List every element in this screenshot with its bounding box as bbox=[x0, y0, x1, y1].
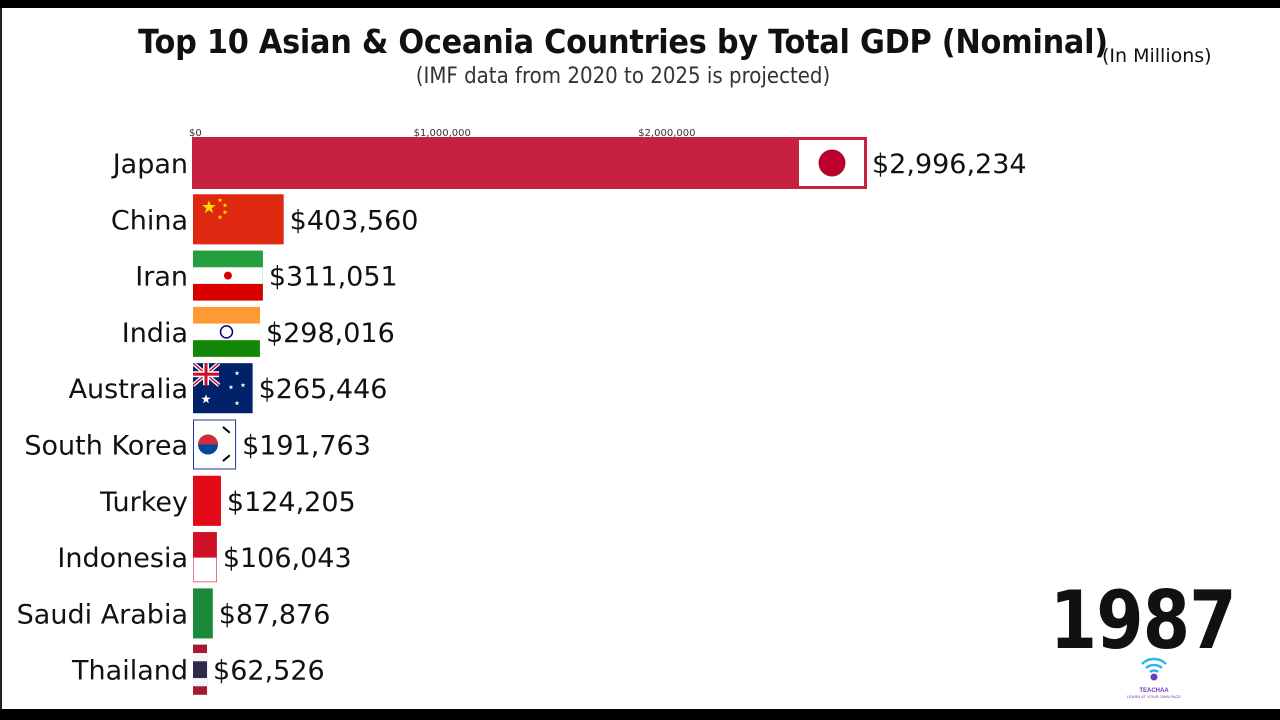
value-label: $124,205 bbox=[227, 487, 356, 518]
value-label: $2,996,234 bbox=[872, 149, 1027, 180]
value-label: $265,446 bbox=[259, 374, 388, 405]
category-label: Australia bbox=[69, 374, 188, 405]
category-label: China bbox=[111, 205, 188, 236]
china-flag-icon bbox=[193, 194, 284, 245]
logo-tagline: LEARN AT YOUR OWN PACE bbox=[1126, 694, 1182, 699]
category-label: Japan bbox=[111, 149, 188, 180]
value-label: $62,526 bbox=[213, 656, 325, 687]
x-tick-label: $1,000,000 bbox=[414, 128, 471, 139]
year-counter: 1987 bbox=[1050, 574, 1237, 667]
australia-flag-icon bbox=[193, 363, 253, 414]
category-label: Turkey bbox=[99, 487, 188, 518]
bar-row: Iran $311,051 bbox=[135, 250, 398, 301]
bar-row: India $298,016 bbox=[122, 306, 395, 357]
category-label: Indonesia bbox=[57, 543, 188, 574]
bar-row: Thailand $62,526 bbox=[71, 644, 325, 695]
japan-flag-icon bbox=[798, 140, 864, 186]
south-korea-flag-icon bbox=[193, 419, 237, 470]
india-flag-icon bbox=[193, 306, 260, 357]
bar bbox=[192, 137, 867, 189]
teachaa-logo: TEACHAA LEARN AT YOUR OWN PACE bbox=[1118, 653, 1190, 703]
bar-row: Japan $2,996,234 bbox=[111, 137, 1027, 189]
category-label: South Korea bbox=[24, 431, 188, 462]
bar-row: Australia $265,446 bbox=[69, 363, 388, 414]
chart-title: Top 10 Asian & Oceania Countries by Tota… bbox=[138, 22, 1108, 61]
frame-edge bbox=[0, 8, 2, 709]
thailand-flag-icon bbox=[193, 644, 208, 695]
turkey-flag-icon bbox=[193, 475, 221, 526]
chart-canvas: Top 10 Asian & Oceania Countries by Tota… bbox=[0, 8, 1280, 709]
x-tick-label: $2,000,000 bbox=[638, 128, 695, 139]
bar-row: Indonesia $106,043 bbox=[57, 532, 352, 583]
bar-row: China $403,560 bbox=[111, 194, 419, 245]
chart-subtitle: (IMF data from 2020 to 2025 is projected… bbox=[415, 64, 831, 89]
value-label: $87,876 bbox=[219, 599, 331, 630]
value-label: $403,560 bbox=[290, 205, 419, 236]
value-label: $191,763 bbox=[242, 431, 371, 462]
category-label: India bbox=[122, 318, 188, 349]
bar-row: South Korea $191,763 bbox=[24, 419, 371, 470]
value-label: $311,051 bbox=[269, 262, 398, 293]
bars-group: Japan $2,996,234 China $403,560 Iran $311,051… bbox=[17, 137, 1027, 695]
bar-row: Turkey $124,205 bbox=[99, 475, 356, 526]
iran-flag-icon bbox=[193, 250, 263, 301]
value-label: $106,043 bbox=[223, 543, 352, 574]
category-label: Iran bbox=[135, 262, 188, 293]
saudi-arabia-flag-icon bbox=[193, 588, 213, 639]
bar-row: Saudi Arabia $87,876 bbox=[17, 588, 331, 639]
bar-chart: $0 $1,000,000 $2,000,000 Japan $2,996,234 Ch… bbox=[17, 128, 1027, 695]
indonesia-flag-icon bbox=[193, 532, 217, 583]
units-label: (In Millions) bbox=[1102, 45, 1212, 67]
wifi-icon bbox=[1141, 657, 1167, 681]
value-label: $298,016 bbox=[266, 318, 395, 349]
category-label: Saudi Arabia bbox=[17, 599, 188, 630]
category-label: Thailand bbox=[71, 656, 188, 687]
logo-name: TEACHAA bbox=[1139, 688, 1169, 694]
x-tick-label: $0 bbox=[189, 128, 202, 139]
x-axis-ticks: $0 $1,000,000 $2,000,000 bbox=[189, 128, 695, 139]
